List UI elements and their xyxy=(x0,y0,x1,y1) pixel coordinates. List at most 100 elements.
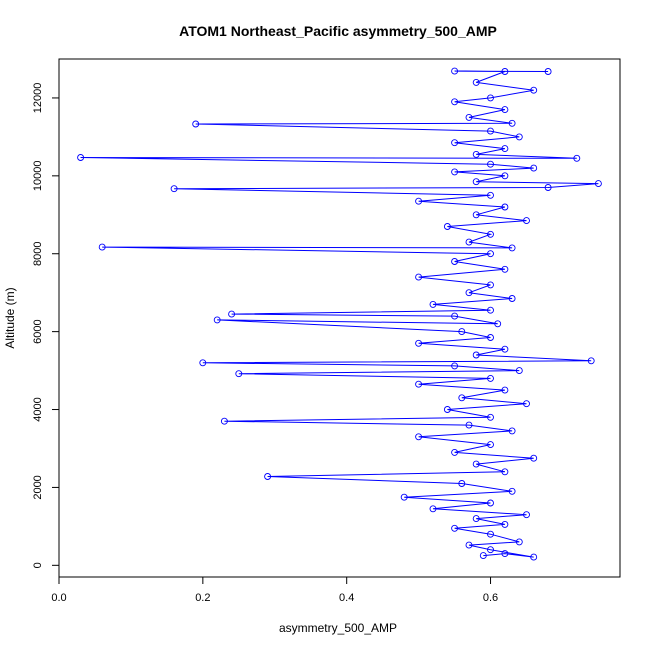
data-point xyxy=(487,94,494,102)
data-point xyxy=(487,546,494,554)
data-point xyxy=(451,98,459,106)
data-point xyxy=(451,448,459,456)
data-point xyxy=(170,185,178,193)
data-point xyxy=(501,172,509,180)
data-point xyxy=(458,328,466,336)
data-point xyxy=(515,133,523,141)
data-point xyxy=(443,223,451,230)
x-tick-label: 0.0 xyxy=(51,592,66,604)
data-point xyxy=(487,413,494,421)
data-point xyxy=(515,367,523,375)
data-point xyxy=(451,258,459,265)
data-point xyxy=(594,180,602,188)
data-point xyxy=(523,400,530,408)
data-point xyxy=(465,541,473,549)
data-point xyxy=(472,178,480,186)
data-point xyxy=(451,312,459,320)
data-point xyxy=(501,203,509,211)
data-point xyxy=(515,538,523,546)
data-point xyxy=(530,454,538,462)
data-point xyxy=(487,127,494,135)
data-point xyxy=(228,310,236,318)
data-point xyxy=(501,520,509,528)
y-tick-label: 8000 xyxy=(32,241,44,265)
data-point xyxy=(487,499,494,507)
data-point xyxy=(487,250,494,258)
y-tick-label: 4000 xyxy=(32,397,44,421)
data-point xyxy=(487,441,494,449)
data-point xyxy=(523,217,530,225)
data-point xyxy=(415,197,423,205)
data-point xyxy=(264,473,272,480)
data-point xyxy=(508,487,516,495)
data-point xyxy=(235,370,243,378)
data-point xyxy=(465,289,473,297)
data-point xyxy=(415,339,423,347)
data-point xyxy=(501,468,509,476)
data-point xyxy=(220,417,228,425)
data-point xyxy=(487,306,494,314)
data-point xyxy=(544,184,552,191)
x-tick-label: 0.2 xyxy=(195,592,210,604)
data-point xyxy=(443,406,451,413)
data-point xyxy=(501,386,509,394)
data-point xyxy=(530,164,538,172)
x-tick-label: 0.6 xyxy=(483,592,498,604)
y-axis-label: Altitude (m) xyxy=(3,287,17,348)
data-point xyxy=(465,421,473,429)
data-point xyxy=(472,351,480,359)
x-axis: 0.0 0.2 0.4 0.6 xyxy=(51,576,498,604)
data-point xyxy=(192,120,200,128)
y-tick-label: 0 xyxy=(32,562,44,568)
data-point xyxy=(501,550,509,558)
data-point xyxy=(501,145,509,153)
data-point xyxy=(494,320,502,328)
data-point xyxy=(458,480,466,487)
data-point xyxy=(472,515,480,523)
data-point xyxy=(508,119,516,127)
data-point xyxy=(479,552,487,560)
data-point xyxy=(400,493,408,501)
data-point xyxy=(415,380,423,388)
data-point xyxy=(487,334,494,341)
chart-title: ATOM1 Northeast_Pacific asymmetry_500_AM… xyxy=(179,23,497,39)
data-point xyxy=(465,113,473,121)
y-tick-label: 2000 xyxy=(32,475,44,499)
x-tick-label: 0.4 xyxy=(339,592,354,604)
data-point xyxy=(544,68,552,75)
data-point xyxy=(472,211,480,219)
data-point xyxy=(487,281,494,289)
data-point xyxy=(451,139,459,147)
series-line xyxy=(80,70,599,558)
data-point xyxy=(429,300,437,308)
data-point xyxy=(451,362,459,370)
data-point xyxy=(458,394,466,402)
data-point xyxy=(501,265,509,273)
data-point xyxy=(530,553,538,561)
data-point xyxy=(429,505,437,513)
data-point xyxy=(451,67,459,75)
data-point xyxy=(415,273,423,281)
data-point xyxy=(487,374,494,382)
data-point xyxy=(487,530,494,538)
x-axis-label: asymmetry_500_AMP xyxy=(279,621,397,635)
data-point xyxy=(213,316,221,324)
data-point xyxy=(501,68,509,75)
data-point xyxy=(199,359,207,367)
data-point xyxy=(508,427,516,435)
data-point xyxy=(530,86,538,94)
data-point xyxy=(77,154,85,161)
data-point xyxy=(487,160,494,168)
data-point xyxy=(472,460,480,468)
data-layer xyxy=(77,67,602,561)
data-point xyxy=(487,191,494,199)
data-point xyxy=(472,150,480,158)
data-point xyxy=(501,106,509,114)
data-point xyxy=(508,244,516,252)
data-point xyxy=(451,524,459,532)
data-point xyxy=(487,230,494,238)
data-point xyxy=(98,243,106,251)
data-point xyxy=(587,357,595,365)
y-axis: 0 2000 4000 6000 8000 10000 12000 xyxy=(32,83,60,568)
